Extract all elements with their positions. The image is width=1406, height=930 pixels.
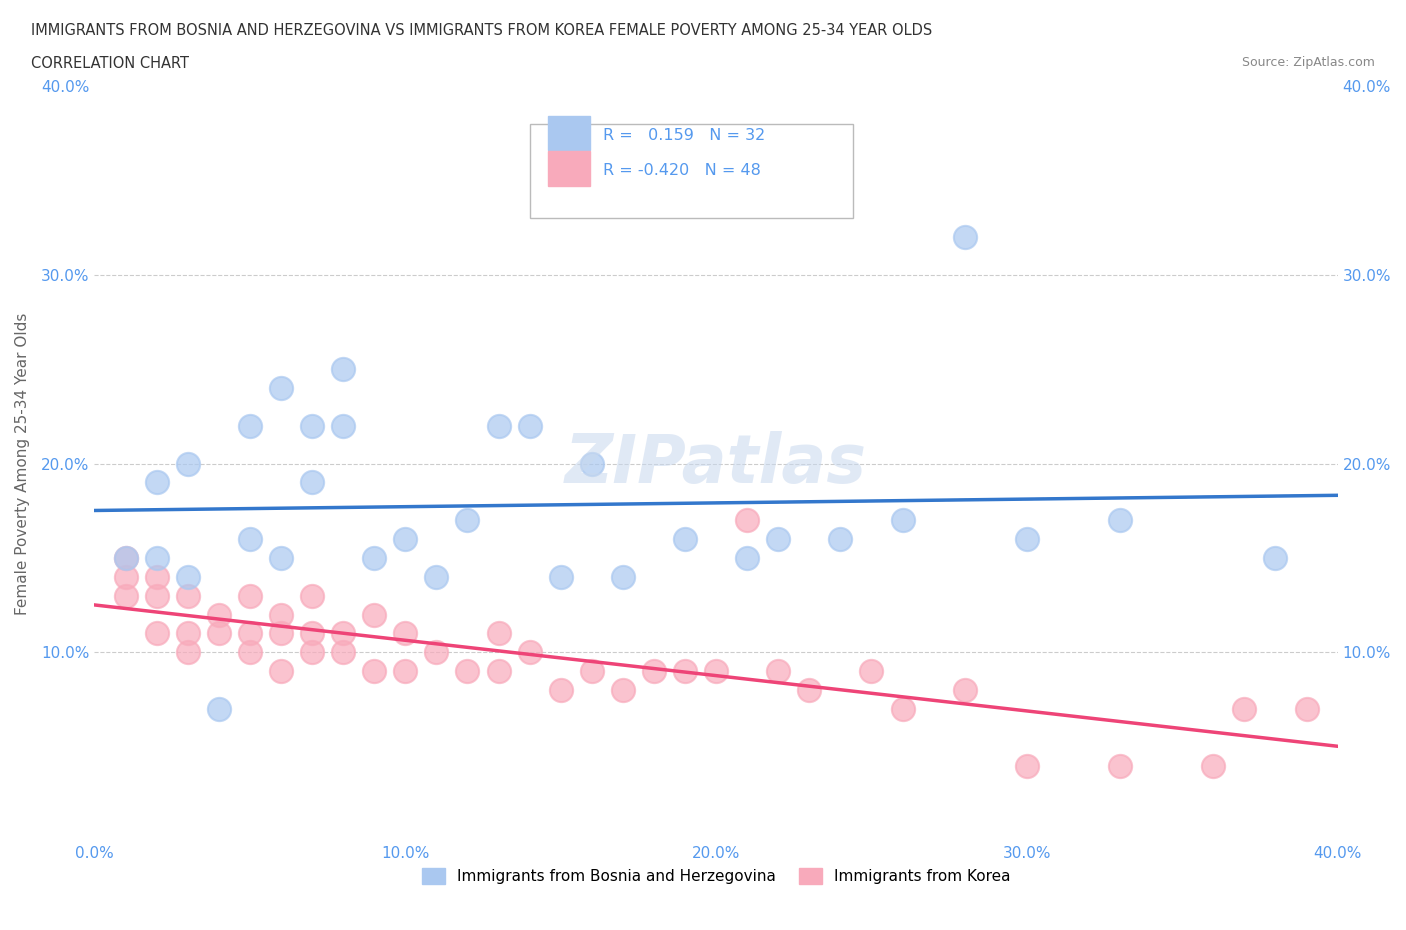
Point [425,644,447,659]
Point [177,569,200,584]
Text: R = -0.420   N = 48: R = -0.420 N = 48 [603,163,761,179]
Point [488,418,510,433]
Point [1109,758,1132,773]
Point [860,664,883,679]
FancyBboxPatch shape [530,124,853,219]
Point [581,456,603,471]
Point [1295,701,1317,716]
Point [519,418,541,433]
Text: ZIPatlas: ZIPatlas [565,431,868,497]
Point [363,607,385,622]
Point [177,589,200,604]
Point [332,362,354,377]
Point [519,644,541,659]
Point [1202,758,1225,773]
Point [363,551,385,565]
Point [239,418,262,433]
Point [208,626,231,641]
Point [301,644,323,659]
Point [208,607,231,622]
Point [270,664,292,679]
Point [270,380,292,395]
Point [239,644,262,659]
Point [612,569,634,584]
Point [799,683,821,698]
Point [114,551,136,565]
Point [1015,532,1038,547]
Point [145,569,167,584]
Point [270,607,292,622]
Point [332,626,354,641]
Point [270,551,292,565]
Point [394,664,416,679]
Point [1264,551,1286,565]
Point [394,532,416,547]
Point [1233,701,1256,716]
Point [114,589,136,604]
Point [766,532,789,547]
Point [177,456,200,471]
Point [735,512,758,527]
Point [1015,758,1038,773]
Point [766,664,789,679]
Point [145,589,167,604]
Text: CORRELATION CHART: CORRELATION CHART [31,56,188,71]
Y-axis label: Female Poverty Among 25-34 Year Olds: Female Poverty Among 25-34 Year Olds [15,312,30,615]
Point [1109,512,1132,527]
Point [550,569,572,584]
Point [673,664,696,679]
Point [673,532,696,547]
Point [145,626,167,641]
Point [114,569,136,584]
Point [953,683,976,698]
Point [208,701,231,716]
Point [177,644,200,659]
Point [891,701,914,716]
Point [612,683,634,698]
Text: R =   0.159   N = 32: R = 0.159 N = 32 [603,127,765,142]
Point [581,664,603,679]
Point [301,626,323,641]
Point [301,475,323,490]
Point [456,512,478,527]
Text: IMMIGRANTS FROM BOSNIA AND HERZEGOVINA VS IMMIGRANTS FROM KOREA FEMALE POVERTY A: IMMIGRANTS FROM BOSNIA AND HERZEGOVINA V… [31,23,932,38]
FancyBboxPatch shape [548,151,591,186]
Point [456,664,478,679]
Point [270,626,292,641]
Point [363,664,385,679]
Point [735,551,758,565]
Legend: Immigrants from Bosnia and Herzegovina, Immigrants from Korea: Immigrants from Bosnia and Herzegovina, … [416,862,1017,890]
FancyBboxPatch shape [548,115,591,151]
Point [332,644,354,659]
Point [145,551,167,565]
Point [177,626,200,641]
Point [488,626,510,641]
Point [239,532,262,547]
Point [145,475,167,490]
Point [301,589,323,604]
Point [488,664,510,679]
Point [332,418,354,433]
Point [239,589,262,604]
Point [830,532,852,547]
Point [301,418,323,433]
Point [425,569,447,584]
Point [114,551,136,565]
Text: Source: ZipAtlas.com: Source: ZipAtlas.com [1241,56,1375,69]
Point [643,664,665,679]
Point [239,626,262,641]
Point [891,512,914,527]
Point [394,626,416,641]
Point [953,230,976,245]
Point [550,683,572,698]
Point [704,664,727,679]
